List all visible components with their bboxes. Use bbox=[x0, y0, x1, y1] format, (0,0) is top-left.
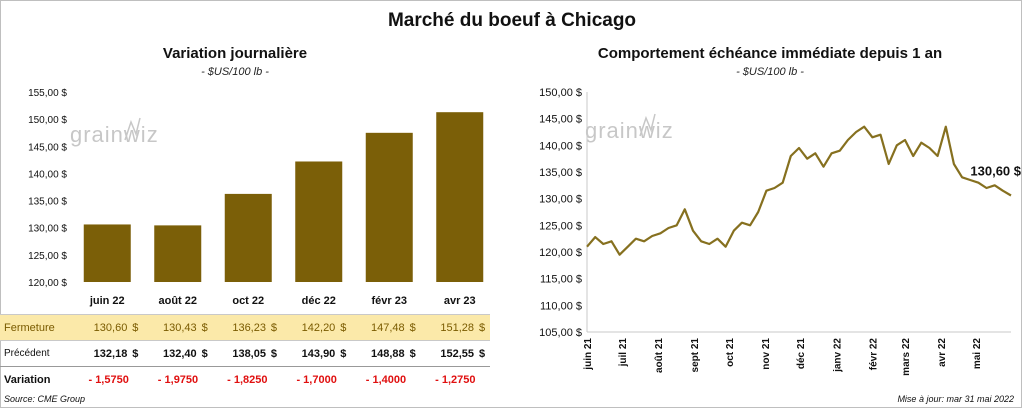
y-tick-label: 120,00 $ bbox=[28, 278, 67, 289]
price-line bbox=[586, 125, 1012, 256]
table-cell: - 1,8250 bbox=[227, 373, 268, 386]
x-tick-label: avr 22 bbox=[937, 338, 948, 367]
table-cell: 130,60 bbox=[93, 321, 128, 334]
table-cell: 132,18 bbox=[93, 347, 128, 360]
line-chart: grainwiz 105,00 $ 110,00 $ 115,00 $ 120,00 $… bbox=[539, 87, 1022, 376]
x-tick-label: mai 22 bbox=[972, 338, 983, 370]
y-tick-label: 130,00 $ bbox=[539, 194, 582, 206]
currency-cell: $ bbox=[478, 347, 486, 360]
currency-cell: $ bbox=[340, 321, 347, 334]
y-tick-label: 140,00 $ bbox=[539, 140, 582, 152]
table-cell: - 1,9750 bbox=[157, 373, 199, 386]
x-tick-label: juin 22 bbox=[89, 295, 125, 307]
watermark-mark-icon bbox=[639, 113, 656, 137]
y-tick-label: 120,00 $ bbox=[539, 247, 582, 259]
table-cell: 148,88 bbox=[370, 347, 405, 360]
table-cell: 138,05 bbox=[232, 347, 266, 360]
x-tick-label: juin 21 bbox=[583, 338, 594, 371]
table-cell: 142,20 bbox=[301, 321, 336, 334]
table-cell: 152,55 bbox=[440, 347, 474, 360]
table-row-variation: Variation - 1,5750 - 1,9750 - 1,8250 - 1… bbox=[0, 366, 490, 393]
y-tick-label: 155,00 $ bbox=[28, 88, 67, 99]
y-tick-label: 130,00 $ bbox=[28, 224, 67, 235]
table-cell: - 1,5750 bbox=[88, 373, 129, 386]
row-label: Précédent bbox=[4, 348, 50, 359]
y-tick-label: 145,00 $ bbox=[28, 142, 67, 153]
x-tick-label: août 22 bbox=[158, 295, 197, 307]
table-cell: - 1,4000 bbox=[365, 373, 407, 386]
y-tick-label: 135,00 $ bbox=[28, 197, 67, 208]
y-tick-label: 135,00 $ bbox=[539, 167, 582, 179]
x-tick-label: août 21 bbox=[654, 338, 665, 373]
x-tick-label: mars 22 bbox=[901, 338, 912, 376]
price-table: Fermeture 130,60 $ 130,43 $ 136,23 $ 142… bbox=[0, 314, 490, 392]
x-tick-label: févr 23 bbox=[372, 295, 407, 307]
y-tick-label: 125,00 $ bbox=[539, 220, 582, 232]
bar bbox=[365, 132, 413, 282]
table-cell: - 1,2750 bbox=[435, 373, 476, 386]
currency-cell: $ bbox=[270, 321, 278, 334]
currency-cell: $ bbox=[132, 321, 139, 334]
currency-cell: $ bbox=[201, 321, 208, 334]
source-note: Source: CME Group bbox=[4, 394, 86, 404]
currency-cell: $ bbox=[409, 321, 416, 334]
table-cell: 151,28 bbox=[440, 321, 474, 334]
y-tick-label: 125,00 $ bbox=[28, 251, 67, 262]
row-label: Variation bbox=[4, 373, 51, 386]
x-tick-label: déc 21 bbox=[796, 338, 807, 370]
bar-chart-unit: - $US/100 lb - bbox=[201, 66, 269, 78]
line-chart-unit: - $US/100 lb - bbox=[736, 66, 804, 78]
grainwiz-watermark: grainwiz bbox=[70, 117, 159, 147]
bar bbox=[83, 224, 131, 282]
currency-cell: $ bbox=[132, 347, 139, 360]
bar bbox=[436, 112, 484, 282]
x-tick-label: juil 21 bbox=[618, 338, 629, 368]
y-tick-label: 150,00 $ bbox=[28, 115, 67, 126]
last-value-label: 130,60 $ bbox=[970, 163, 1021, 178]
update-note: Mise à jour: mar 31 mai 2022 bbox=[897, 394, 1014, 404]
watermark-mark-icon bbox=[124, 117, 141, 141]
page-title: Marché du boeuf à Chicago bbox=[387, 10, 637, 31]
table-cell: 132,40 bbox=[163, 347, 197, 360]
y-tick-label: 150,00 $ bbox=[539, 87, 582, 99]
y-tick-label: 140,00 $ bbox=[28, 169, 67, 180]
line-chart-title: Comportement échéance immédiate depuis 1… bbox=[597, 45, 943, 62]
currency-cell: $ bbox=[409, 347, 416, 360]
table-cell: 143,90 bbox=[301, 347, 336, 360]
x-tick-label: avr 23 bbox=[444, 295, 476, 307]
table-cell: - 1,7000 bbox=[296, 373, 337, 386]
table-cell: 136,23 bbox=[232, 321, 266, 334]
y-tick-label: 145,00 $ bbox=[539, 114, 582, 126]
grainwiz-watermark: grainwiz bbox=[585, 113, 674, 143]
x-tick-label: janv 22 bbox=[832, 338, 843, 373]
watermark-text: grainwiz bbox=[585, 118, 674, 143]
y-tick-label: 115,00 $ bbox=[540, 274, 582, 286]
table-row-previous: Précédent 132,18 $ 132,40 $ 138,05 $ 143… bbox=[0, 341, 490, 367]
bar-chart-title: Variation journalière bbox=[162, 45, 308, 62]
currency-cell: $ bbox=[340, 347, 347, 360]
currency-cell: $ bbox=[478, 321, 486, 334]
table-cell: 147,48 bbox=[370, 321, 405, 334]
table-row-close: Fermeture 130,60 $ 130,43 $ 136,23 $ 142… bbox=[0, 314, 490, 341]
row-label: Fermeture bbox=[4, 321, 55, 334]
watermark-text: grainwiz bbox=[70, 122, 159, 147]
y-tick-label: 110,00 $ bbox=[540, 300, 582, 312]
bar bbox=[295, 161, 343, 282]
x-tick-label: nov 21 bbox=[761, 338, 772, 370]
bar-chart: grainwiz 120,00 $ 125,00 $ 130,00 $ 135,00 $… bbox=[28, 88, 484, 307]
x-tick-label: oct 21 bbox=[725, 338, 736, 367]
currency-cell: $ bbox=[270, 347, 278, 360]
bar bbox=[154, 225, 202, 282]
x-tick-label: févr 22 bbox=[868, 338, 879, 371]
bar bbox=[224, 193, 272, 282]
x-tick-label: déc 22 bbox=[302, 295, 336, 307]
y-tick-label: 105,00 $ bbox=[539, 327, 582, 339]
x-tick-label: sept 21 bbox=[690, 338, 701, 373]
currency-cell: $ bbox=[201, 347, 208, 360]
x-tick-label: oct 22 bbox=[232, 295, 264, 307]
table-cell: 130,43 bbox=[163, 321, 197, 334]
